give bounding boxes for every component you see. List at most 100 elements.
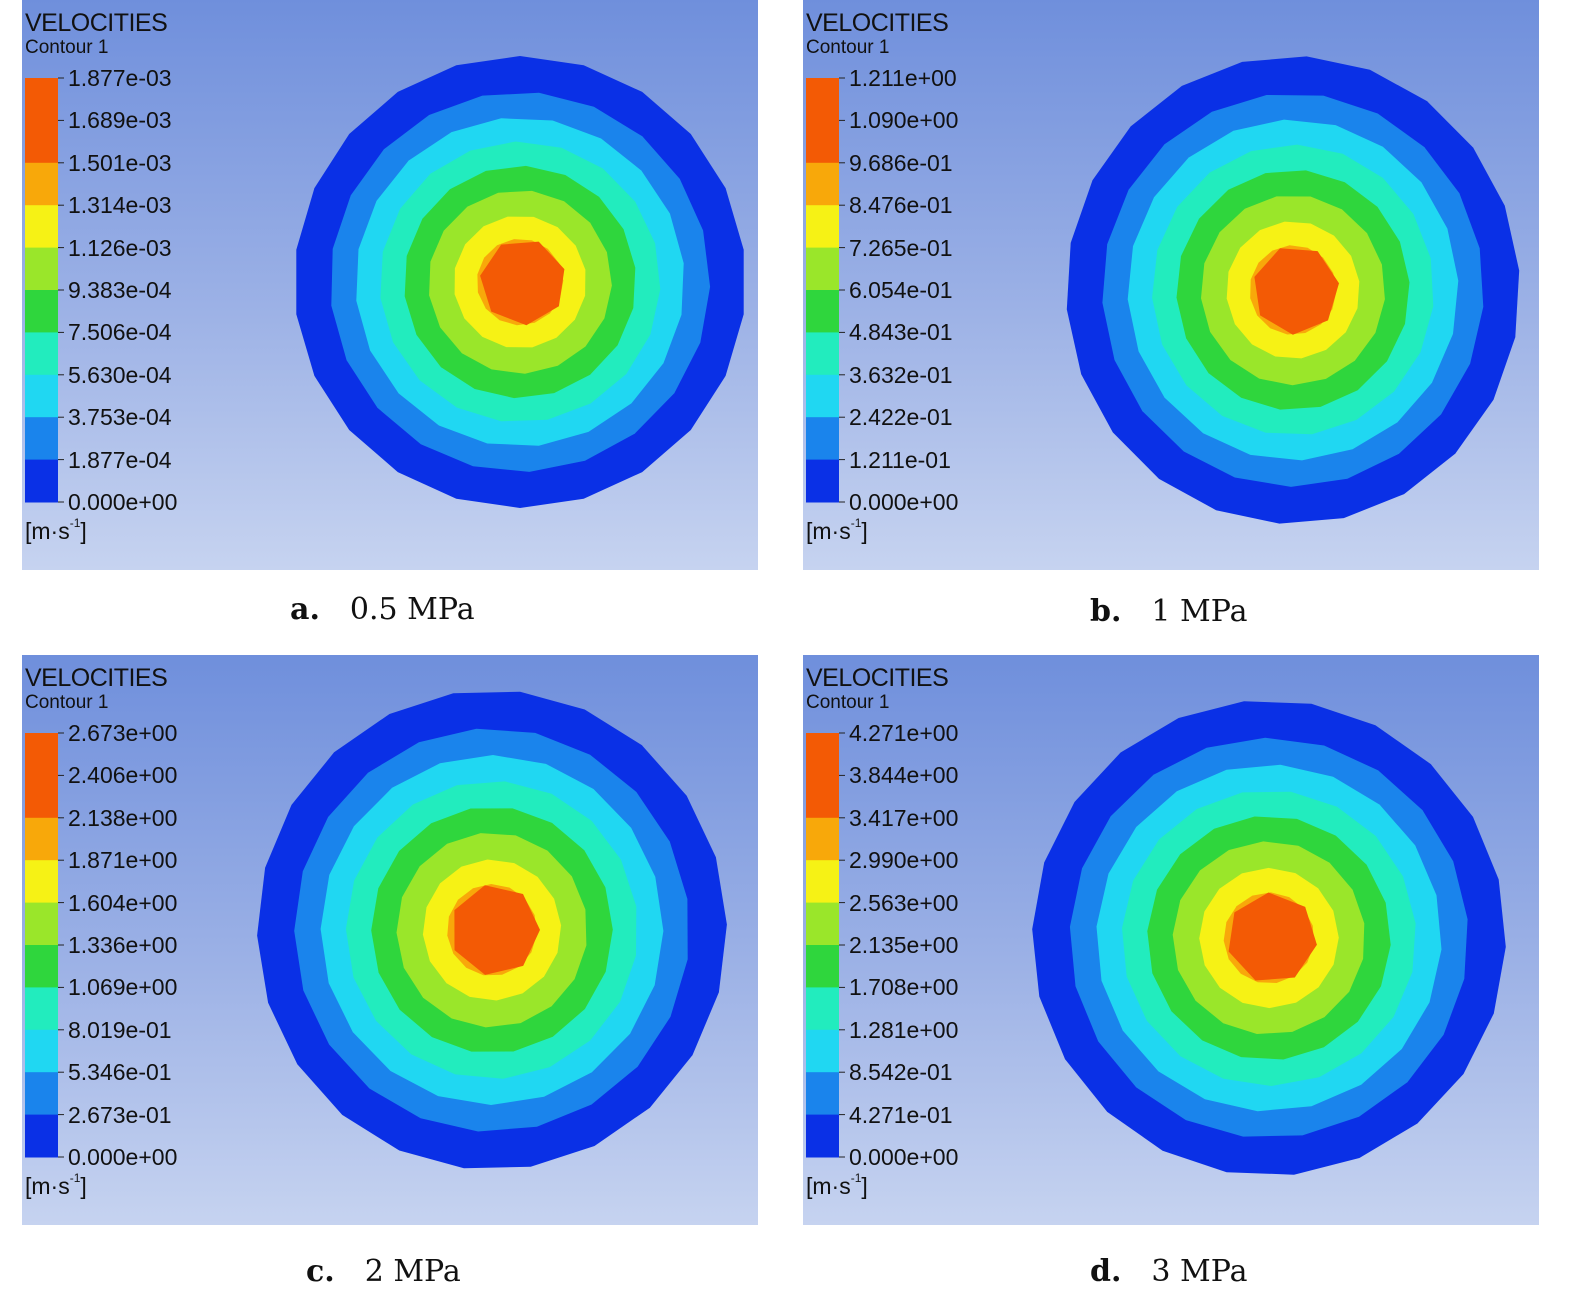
colorbar-label: 4.271e-01 [849, 1102, 953, 1128]
legend-subtitle: Contour 1 [25, 37, 109, 58]
colorbar-label: 2.138e+00 [68, 805, 178, 831]
unit-base: [m·s [806, 518, 851, 544]
unit-base: [m·s [25, 1173, 70, 1199]
colorbar-band [806, 1072, 839, 1116]
panel-caption: a. 0.5 MPa [290, 595, 475, 625]
colorbar-label: 1.314e-03 [68, 192, 172, 218]
colorbar-label: 1.689e-03 [68, 107, 172, 133]
unit-base: [m·s [806, 1173, 851, 1199]
colorbar-band [25, 860, 58, 904]
colorbar-band [806, 775, 839, 819]
colorbar-label: 2.990e+00 [849, 847, 959, 873]
caption-letter: a. [290, 592, 320, 627]
panel-caption: c. 2 MPa [306, 1257, 461, 1287]
colorbar-band [806, 1029, 839, 1073]
colorbar-band [25, 733, 58, 776]
colorbar-band [806, 902, 839, 946]
colorbar-label: 1.604e+00 [68, 890, 178, 916]
colorbar-label: 3.632e-01 [849, 362, 953, 388]
colorbar-label: 2.673e-01 [68, 1102, 172, 1128]
unit-label: [m·s-1] [806, 1172, 868, 1199]
colorbar-band [806, 1114, 839, 1158]
caption-letter: b. [1090, 594, 1122, 629]
contour-panel-d: VELOCITIES Contour 1 4.271e+00 3.844e+00 3.4… [803, 655, 1539, 1225]
colorbar-band [806, 987, 839, 1031]
legend-title: VELOCITIES [25, 9, 168, 37]
colorbar-band [806, 733, 839, 776]
legend-title: VELOCITIES [806, 9, 949, 37]
unit-close: ] [861, 518, 868, 544]
colorbar-label: 1.069e+00 [68, 974, 178, 1000]
legend-subtitle: Contour 1 [25, 692, 109, 713]
colorbar-label: 1.708e+00 [849, 974, 959, 1000]
unit-exponent: -1 [850, 1171, 862, 1185]
legend-title: VELOCITIES [806, 664, 949, 692]
colorbar-band [806, 459, 839, 503]
colorbar-band [25, 459, 58, 503]
colorbar-label: 0.000e+00 [68, 489, 178, 515]
unit-close: ] [80, 518, 87, 544]
colorbar-label: 2.673e+00 [68, 720, 178, 746]
contour-band [1228, 892, 1317, 981]
contour-panel-c: VELOCITIES Contour 1 2.673e+00 2.406e+00 2.1… [22, 655, 758, 1225]
colorbar-label: 0.000e+00 [849, 489, 959, 515]
colorbar-band [806, 162, 839, 206]
colorbar-band [25, 1029, 58, 1073]
velocity-contour [296, 56, 744, 508]
unit-exponent: -1 [69, 516, 81, 530]
colorbar-band [806, 290, 839, 333]
unit-exponent: -1 [69, 1171, 81, 1185]
colorbar-label: 1.877e-03 [68, 65, 172, 91]
contour-panel-a: VELOCITIES Contour 1 1.877e-03 1.689e-03 1.5… [22, 0, 758, 570]
contour-plot [806, 701, 1506, 1175]
caption-letter: d. [1090, 1254, 1122, 1289]
velocity-contour [1032, 701, 1506, 1175]
velocity-contour [257, 691, 727, 1169]
colorbar-band [806, 120, 839, 164]
colorbar-band [25, 1114, 58, 1158]
colorbar-label: 1.211e+00 [849, 65, 957, 91]
colorbar-band [806, 374, 839, 418]
colorbar-band [806, 78, 839, 121]
colorbar-band [806, 817, 839, 861]
colorbar-label: 1.871e+00 [68, 847, 178, 873]
colorbar-band [806, 417, 839, 461]
caption-text: 2 MPa [364, 1254, 461, 1289]
colorbar-band [25, 120, 58, 164]
legend-subtitle: Contour 1 [806, 37, 890, 58]
colorbar-label: 1.336e+00 [68, 932, 178, 958]
colorbar-band [25, 817, 58, 861]
colorbar-band [25, 902, 58, 946]
colorbar-label: 7.265e-01 [849, 235, 953, 261]
colorbar-label: 1.126e-03 [68, 235, 172, 261]
caption-text: 3 MPa [1151, 1254, 1248, 1289]
colorbar-label: 6.054e-01 [849, 277, 953, 303]
colorbar-band [806, 332, 839, 376]
legend-title: VELOCITIES [25, 664, 168, 692]
colorbar-label: 1.281e+00 [849, 1017, 959, 1043]
colorbar-label: 3.417e+00 [849, 805, 959, 831]
colorbar-label: 0.000e+00 [849, 1144, 959, 1170]
colorbar-label: 4.843e-01 [849, 319, 953, 345]
unit-exponent: -1 [850, 516, 862, 530]
colorbar-band [806, 945, 839, 988]
caption-text: 0.5 MPa [349, 592, 475, 627]
colorbar-band [25, 290, 58, 333]
caption-letter: c. [306, 1254, 335, 1289]
legend-subtitle: Contour 1 [806, 692, 890, 713]
colorbar-label: 2.563e+00 [849, 890, 959, 916]
colorbar-label: 4.271e+00 [849, 720, 959, 746]
contour-band [454, 885, 540, 975]
colorbar-band [25, 1072, 58, 1116]
colorbar-label: 8.542e-01 [849, 1059, 953, 1085]
contour-band [1254, 248, 1339, 335]
colorbar-band [25, 945, 58, 988]
colorbar-band [806, 205, 839, 249]
colorbar-band [25, 332, 58, 376]
unit-base: [m·s [25, 518, 70, 544]
velocity-contour [1066, 56, 1520, 524]
unit-label: [m·s-1] [25, 1172, 87, 1199]
colorbar-band [25, 374, 58, 418]
colorbar-label: 0.000e+00 [68, 1144, 178, 1170]
colorbar-band [25, 417, 58, 461]
